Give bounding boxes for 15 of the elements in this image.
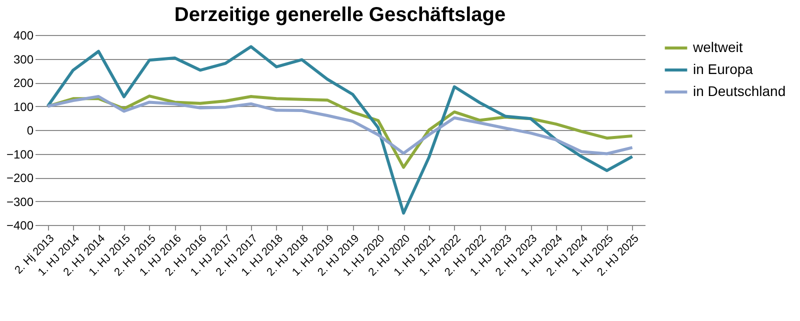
y-tick-label: 300: [13, 52, 34, 66]
y-tick-label: −100: [6, 147, 34, 162]
line-series: [46, 45, 634, 215]
y-tick-label: −300: [6, 194, 34, 209]
y-tick-label: −200: [6, 171, 34, 185]
y-tick-label: 200: [13, 76, 34, 90]
y-tick-label: 0: [26, 124, 34, 138]
chart-title: Derzeitige generelle Geschäftslage: [174, 4, 506, 26]
legend-label: weltweit: [692, 39, 743, 55]
line-series: [46, 95, 634, 156]
y-tick-label: 400: [13, 28, 34, 42]
legend-label: in Europa: [693, 61, 754, 77]
y-tick-label: 100: [13, 100, 34, 114]
y-tick-label: −400: [6, 218, 34, 232]
legend-label: in Deutschland: [693, 83, 786, 99]
